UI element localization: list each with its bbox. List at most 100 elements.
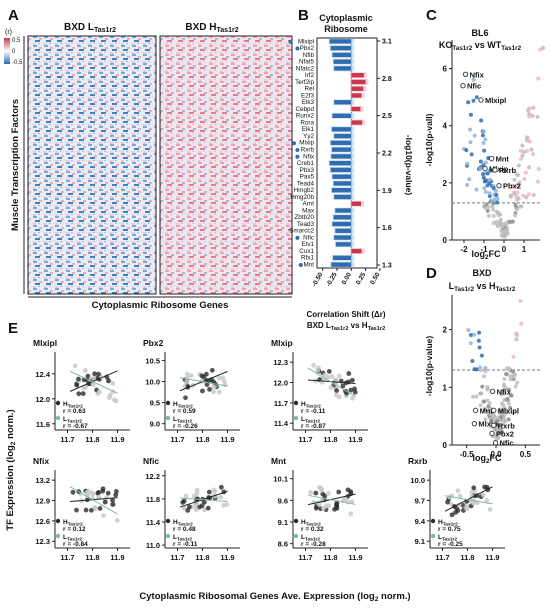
e-point-low [480, 492, 486, 498]
d-plot-gene-label: Nfix [497, 387, 512, 396]
d-plot-point [468, 333, 473, 338]
c-plot-point [531, 152, 536, 157]
e-xtick-label: 11.7 [298, 553, 312, 562]
b-bar-mnt [331, 262, 352, 267]
b-bar-nfat5 [333, 59, 352, 64]
b-bar-rfx1 [333, 255, 352, 261]
c-plot-point [520, 143, 525, 148]
e-point-low [211, 487, 217, 493]
e-gene-title: Mnt [271, 456, 286, 466]
d-plot-point [466, 328, 471, 333]
e-fit-high [69, 497, 118, 502]
c-plot-point [513, 213, 518, 218]
e-point-low [193, 507, 199, 512]
e-ytick-label: 10.0 [410, 476, 425, 485]
b-category-label: Elk3 [302, 99, 315, 106]
b-bar-etv1 [335, 242, 352, 247]
e-ytick-label: 10.5 [145, 356, 160, 365]
b-bar-rxrb [331, 147, 352, 152]
c-plot-point [466, 100, 471, 105]
e-gene-title: Nfic [143, 456, 159, 466]
d-plot-point [480, 384, 485, 389]
c-plot-point [498, 217, 503, 222]
d-plot-point [483, 417, 488, 422]
e-point-high [326, 369, 332, 374]
e-point-low [316, 502, 322, 507]
c-plot-point [536, 166, 541, 171]
b-category-label: Pbx2 [300, 45, 315, 52]
b-category-label: Creb1 [297, 160, 315, 167]
e-r-high: r = 0.12 [63, 526, 86, 533]
e-xtick-label: 11.7 [60, 553, 74, 562]
e-point-high [449, 512, 455, 518]
c-plot-point [487, 177, 492, 182]
c-plot-point [464, 148, 469, 153]
e-r-high: r = -0.11 [301, 408, 326, 415]
d-plot-point [496, 435, 501, 440]
e-point-high [113, 492, 119, 498]
c-plot-point [468, 140, 473, 145]
d-plot-point [508, 377, 513, 382]
c-plot-point [471, 98, 476, 103]
b-bar-mlxipl [329, 39, 352, 44]
c-plot-point [526, 108, 531, 113]
b-bar-elk3 [334, 100, 352, 105]
d-plot-point [506, 387, 511, 392]
e-point-high [201, 499, 207, 505]
panel-b-title-line2: Ribosome [324, 24, 368, 34]
c-plot-ytick-label: 6 [443, 65, 448, 74]
b-bar-tead3 [332, 221, 352, 227]
c-plot-point [481, 175, 486, 180]
e-point-high [80, 391, 86, 396]
e-point-low [101, 513, 106, 519]
e-legend-low-marker [293, 533, 299, 539]
e-legend-low-label: LTas1r2 [438, 534, 457, 543]
c-plot-highlight-point [460, 83, 466, 89]
b-category-label: Nfat5 [299, 59, 315, 66]
e-point-low [319, 487, 325, 493]
d-plot-point [510, 410, 515, 415]
b-bar-mlxip [330, 140, 352, 146]
b-highlight-dot [295, 235, 300, 240]
e-point-low [487, 507, 493, 512]
e-point-low [181, 505, 187, 511]
e-xtick-label: 11.8 [323, 435, 337, 444]
b-bar-nfic [334, 235, 352, 240]
e-point-low [113, 398, 119, 404]
c-plot-point [540, 46, 545, 50]
e-point-low [484, 498, 490, 503]
c-plot-highlight-point [482, 165, 488, 172]
d-plot-highlight-point [472, 407, 479, 414]
b-right-tick-label: 2.2 [382, 151, 392, 158]
c-plot-point [465, 161, 470, 166]
e-legend-low-label: LTas1r2 [301, 534, 320, 543]
e-legend-low-marker [165, 415, 171, 421]
e-fit-high [69, 370, 118, 392]
e-ytick-label: 9.7 [415, 497, 425, 506]
b-category-label: Yy2 [303, 133, 314, 140]
e-fit-low [307, 494, 356, 505]
e-point-low [471, 500, 476, 506]
c-plot-point [515, 207, 520, 212]
c-plot-xtick-label: -1 [480, 245, 488, 254]
e-point-low [89, 490, 95, 496]
c-plot-point [467, 177, 472, 182]
c-plot-highlight-point [496, 183, 502, 189]
d-plot-point [477, 330, 482, 335]
c-plot-point [494, 192, 499, 197]
c-plot-point [483, 160, 488, 165]
c-plot-point [526, 192, 531, 197]
d-plot-gene-label: Mlxip [478, 420, 498, 429]
panel-d-ylabel: -log10(p-value) [424, 336, 434, 397]
b-bar-zbtb20 [333, 215, 352, 220]
e-point-low [333, 377, 339, 383]
e-point-high [85, 373, 91, 379]
d-plot-point [495, 415, 500, 420]
d-plot-point [472, 332, 477, 337]
d-plot-point [506, 401, 511, 406]
e-point-low [457, 493, 463, 499]
e-point-high [89, 507, 94, 513]
c-plot-ytick-label: 2 [443, 179, 448, 188]
e-point-high [471, 485, 477, 491]
